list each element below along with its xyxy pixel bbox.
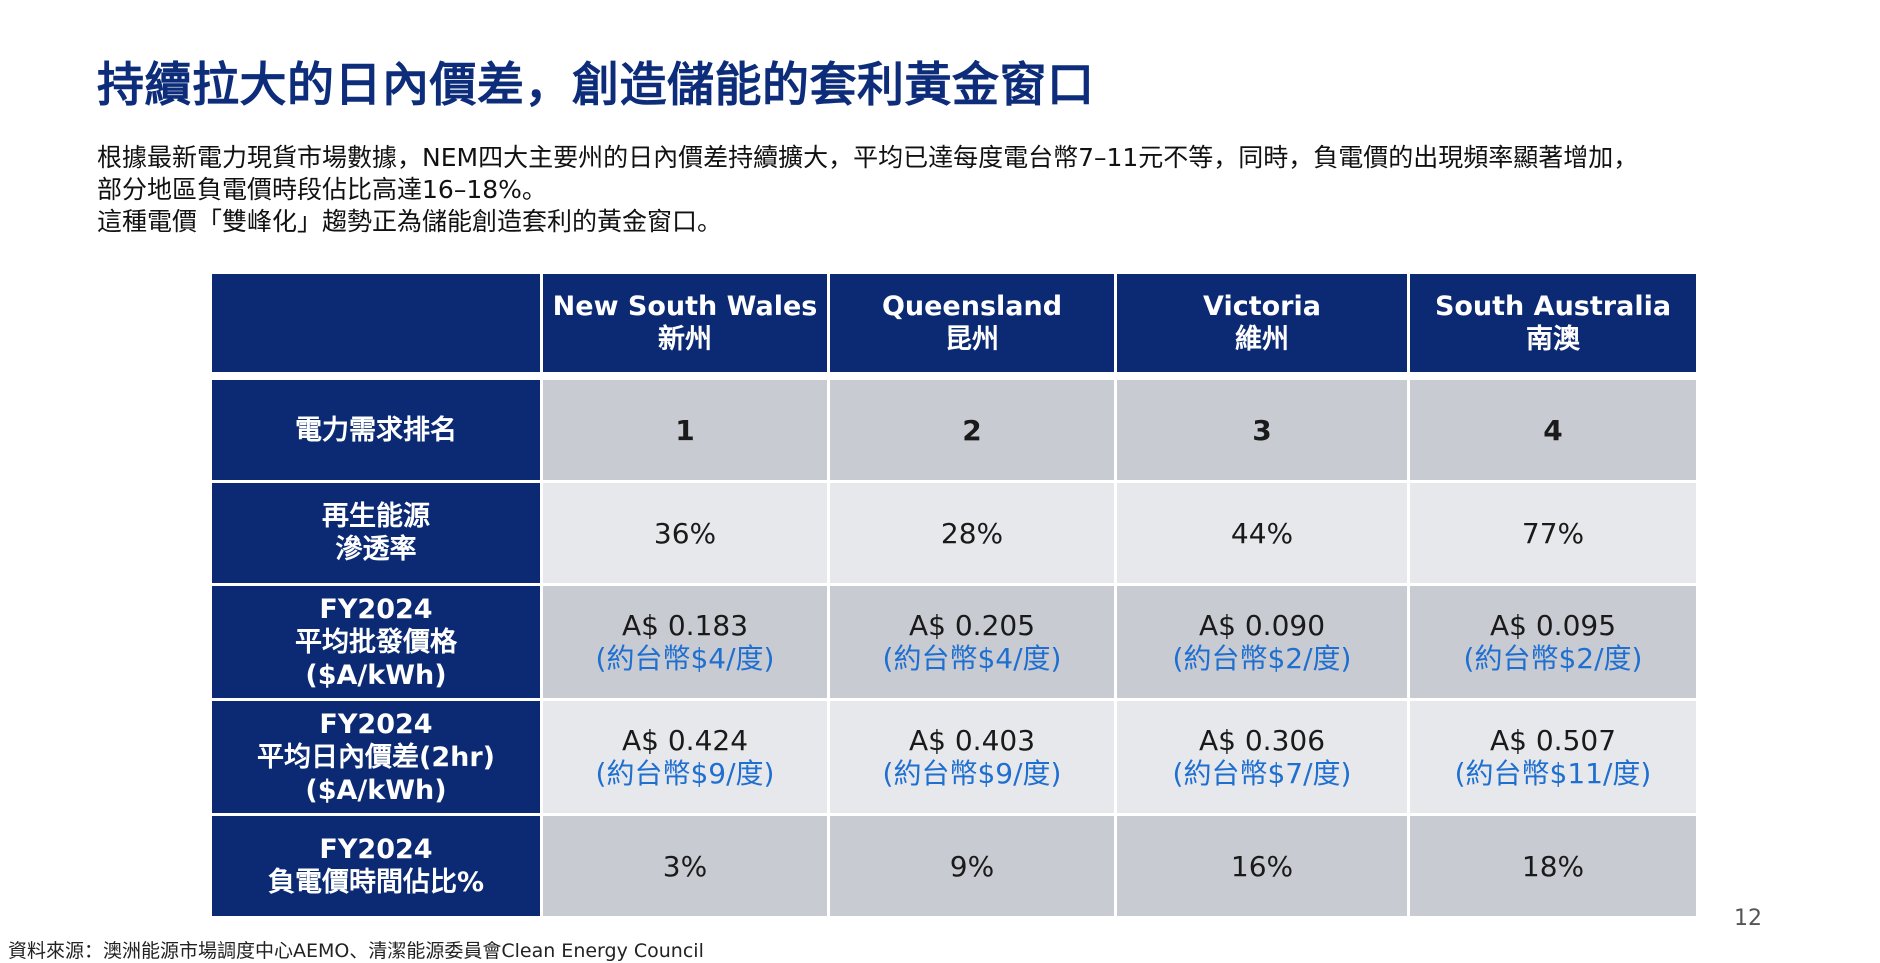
row-head-renewable: 再生能源 滲透率 [212,483,540,583]
cell-demand-rank-sa: 4 [1410,380,1696,480]
row-head-wholesale: FY2024 平均批發價格 ($A/kWh) [212,586,540,698]
aud-value: A$ 0.424 [621,724,749,757]
twd-value: (約台幣$9/度) [882,757,1062,790]
twd-value: (約台幣$4/度) [882,642,1062,675]
aud-value: A$ 0.507 [1489,724,1617,757]
aud-value: A$ 0.090 [1198,609,1326,642]
cell-spread-qld: A$ 0.403 (約台幣$9/度) [830,701,1114,813]
cell-renewable-nsw: 36% [543,483,827,583]
intro-line-3: 這種電價「雙峰化」趨勢正為儲能創造套利的黃金窗口。 [97,207,723,236]
twd-value: (約台幣$2/度) [1172,642,1352,675]
cell-spread-vic: A$ 0.306 (約台幣$7/度) [1117,701,1407,813]
cell-wholesale-nsw: A$ 0.183 (約台幣$4/度) [543,586,827,698]
table-row-spread: FY2024 平均日內價差(2hr) ($A/kWh) A$ 0.424 (約台… [212,701,1696,813]
page-number: 12 [1734,906,1762,931]
row-head-negative: FY2024 負電價時間佔比% [212,816,540,916]
cell-renewable-qld: 28% [830,483,1114,583]
cell-demand-rank-qld: 2 [830,380,1114,480]
row-head-spread: FY2024 平均日內價差(2hr) ($A/kWh) [212,701,540,813]
col-head-vic: Victoria 維州 [1117,274,1407,372]
cell-demand-rank-nsw: 1 [543,380,827,480]
col-head-en: Queensland [881,291,1063,322]
aud-value: A$ 0.403 [908,724,1036,757]
cell-renewable-sa: 77% [1410,483,1696,583]
cell-spread-sa: A$ 0.507 (約台幣$11/度) [1410,701,1696,813]
cell-wholesale-sa: A$ 0.095 (約台幣$2/度) [1410,586,1696,698]
col-head-zh: 維州 [1235,324,1289,355]
table-row-wholesale: FY2024 平均批發價格 ($A/kWh) A$ 0.183 (約台幣$4/度… [212,586,1696,698]
intro-line-1: 根據最新電力現貨市場數據，NEM四大主要州的日內價差持續擴大，平均已達每度電台幣… [97,143,1639,172]
row-head-line: FY2024 [319,708,433,740]
aud-value: A$ 0.205 [908,609,1036,642]
row-head-line: 再生能源 [322,501,430,532]
aud-value: A$ 0.306 [1198,724,1326,757]
aud-value: A$ 0.183 [621,609,749,642]
twd-value: (約台幣$7/度) [1172,757,1352,790]
twd-value: (約台幣$4/度) [595,642,775,675]
row-head-line: ($A/kWh) [305,774,447,806]
col-head-en: Victoria [1203,291,1321,322]
cell-negative-vic: 16% [1117,816,1407,916]
row-head-line: ($A/kWh) [305,659,447,691]
row-head-line: 平均批發價格 [295,626,457,658]
intro-paragraph: 根據最新電力現貨市場數據，NEM四大主要州的日內價差持續擴大，平均已達每度電台幣… [97,142,1867,238]
row-head-line: 平均日內價差(2hr) [256,741,495,773]
state-comparison-table: New South Wales 新州 Queensland 昆州 Victori… [209,271,1699,919]
cell-spread-nsw: A$ 0.424 (約台幣$9/度) [543,701,827,813]
row-head-line: FY2024 [319,593,433,625]
header-row: New South Wales 新州 Queensland 昆州 Victori… [212,274,1696,372]
table-row-negative: FY2024 負電價時間佔比% 3% 9% 16% 18% [212,816,1696,916]
row-head-line: 負電價時間佔比% [267,867,485,898]
row-head-line: FY2024 [319,834,433,865]
cell-negative-sa: 18% [1410,816,1696,916]
cell-wholesale-qld: A$ 0.205 (約台幣$4/度) [830,586,1114,698]
table-row-demand-rank: 電力需求排名 1 2 3 4 [212,380,1696,480]
table-row-renewable: 再生能源 滲透率 36% 28% 44% 77% [212,483,1696,583]
col-head-qld: Queensland 昆州 [830,274,1114,372]
page-title: 持續拉大的日內價差，創造儲能的套利黃金窗口 [97,58,1095,113]
row-head-line: 滲透率 [335,534,417,565]
twd-value: (約台幣$2/度) [1463,642,1643,675]
cell-negative-nsw: 3% [543,816,827,916]
row-head-demand-rank: 電力需求排名 [212,380,540,480]
col-head-zh: 昆州 [945,324,999,355]
cell-renewable-vic: 44% [1117,483,1407,583]
twd-value: (約台幣$11/度) [1454,757,1652,790]
twd-value: (約台幣$9/度) [595,757,775,790]
intro-line-2: 部分地區負電價時段佔比高達16–18%。 [97,175,547,204]
col-head-zh: 南澳 [1526,324,1580,355]
col-head-nsw: New South Wales 新州 [543,274,827,372]
cell-negative-qld: 9% [830,816,1114,916]
cell-wholesale-vic: A$ 0.090 (約台幣$2/度) [1117,586,1407,698]
col-head-zh: 新州 [658,324,712,355]
col-head-en: New South Wales [552,291,818,322]
table-corner-cell [212,274,540,372]
cell-demand-rank-vic: 3 [1117,380,1407,480]
col-head-sa: South Australia 南澳 [1410,274,1696,372]
source-note: 資料來源：澳洲能源市場調度中心AEMO、清潔能源委員會Clean Energy … [8,940,704,962]
col-head-en: South Australia [1434,291,1672,322]
aud-value: A$ 0.095 [1489,609,1617,642]
